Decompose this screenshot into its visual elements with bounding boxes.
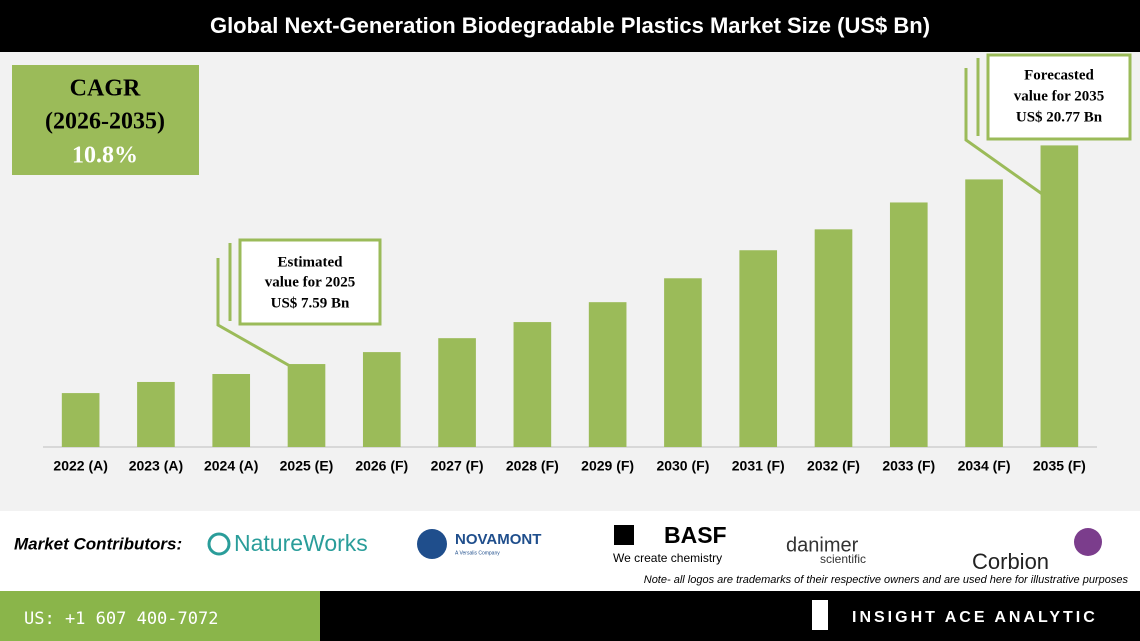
x-tick-label: 2028 (F) xyxy=(506,458,559,474)
callout-connector xyxy=(964,68,1046,198)
bar xyxy=(965,179,1003,448)
callout-box xyxy=(986,53,1132,141)
callout-text: US$ 20.77 Bn xyxy=(1016,109,1103,125)
logo-icon xyxy=(207,532,231,556)
x-tick-label: 2031 (F) xyxy=(732,458,785,474)
logo-icon xyxy=(614,525,634,545)
logo-icon xyxy=(417,529,447,559)
bar xyxy=(212,374,251,447)
x-tick-label: 2022 (A) xyxy=(53,458,107,474)
callout-text: US$ 7.59 Bn xyxy=(271,295,350,311)
bar xyxy=(889,202,928,447)
x-tick-label: 2027 (F) xyxy=(431,458,484,474)
cagr-box xyxy=(12,65,199,175)
x-tick-label: 2029 (F) xyxy=(581,458,634,474)
cagr-value: 10.8% xyxy=(72,143,138,169)
note: Note- all logos are trademarks of their … xyxy=(644,574,1129,586)
brand-band xyxy=(320,591,1140,641)
x-tick-label: 2026 (F) xyxy=(355,458,408,474)
callout-text: Estimated xyxy=(278,254,344,270)
x-tick-label: 2032 (F) xyxy=(807,458,860,474)
logo-text: BASF xyxy=(664,522,727,548)
x-tick-label: 2033 (F) xyxy=(882,458,935,474)
logo-text: NOVAMONT xyxy=(455,531,541,548)
logo-text: danimer xyxy=(786,534,859,556)
logo-text: A Versalis Company xyxy=(455,550,500,556)
x-tick-label: 2034 (F) xyxy=(958,458,1011,474)
title-bar xyxy=(0,0,1140,52)
chart-title: Global Next-Generation Biodegradable Pla… xyxy=(210,13,930,38)
bar xyxy=(588,302,627,447)
bar xyxy=(438,338,476,447)
bar xyxy=(814,229,853,447)
logo-text: Corbion xyxy=(972,549,1049,574)
bar xyxy=(739,250,778,447)
bar xyxy=(513,322,552,447)
logo-text: NatureWorks xyxy=(234,530,368,556)
logo-icon xyxy=(1074,528,1102,556)
callout-connector xyxy=(216,258,291,368)
callout-box xyxy=(238,238,382,326)
brand-icon xyxy=(812,600,828,630)
phone-band xyxy=(0,591,320,641)
cagr-label: CAGR xyxy=(70,76,141,102)
brand: INSIGHT ACE ANALYTIC xyxy=(852,609,1098,626)
bar xyxy=(61,393,100,447)
bar xyxy=(1040,145,1079,447)
x-tick-label: 2023 (A) xyxy=(129,458,183,474)
bar xyxy=(287,364,326,447)
x-tick-label: 2030 (F) xyxy=(656,458,709,474)
bar xyxy=(664,278,702,447)
bar xyxy=(362,352,401,447)
cagr-period: (2026-2035) xyxy=(45,109,165,135)
x-tick-label: 2024 (A) xyxy=(204,458,258,474)
contributors-label: Market Contributors: xyxy=(14,534,182,553)
x-tick-label: 2035 (F) xyxy=(1033,458,1086,474)
logo-text: scientific xyxy=(820,552,866,566)
footer-band xyxy=(0,511,1140,591)
logo-text: We create chemistry xyxy=(613,551,722,565)
phone: US: +1 607 400-7072 xyxy=(24,609,218,629)
x-tick-label: 2025 (E) xyxy=(280,458,334,474)
callout-text: Forecasted xyxy=(1024,67,1094,83)
callout-text: value for 2025 xyxy=(265,274,356,290)
callout-text: value for 2035 xyxy=(1014,88,1105,104)
bar xyxy=(137,381,175,447)
